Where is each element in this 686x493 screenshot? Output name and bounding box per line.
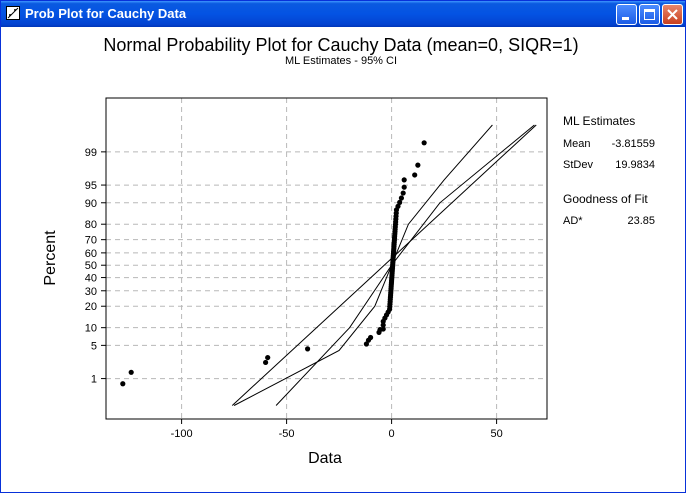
confidence-band	[231, 124, 537, 406]
stdev-label: StDev	[563, 159, 593, 171]
y-tick-label: 1	[91, 374, 97, 386]
title-bar[interactable]: Prob Plot for Cauchy Data	[1, 1, 685, 27]
ad-label: AD*	[563, 215, 583, 227]
stats-panel: ML Estimates Mean -3.81559 StDev 19.9834…	[563, 114, 655, 227]
y-tick-label: 40	[85, 273, 97, 285]
maximize-icon	[644, 9, 655, 20]
chart-subtitle: ML Estimates - 95% CI	[285, 55, 397, 67]
window-title: Prob Plot for Cauchy Data	[25, 6, 187, 21]
data-point	[263, 359, 269, 366]
ad-value: 23.85	[627, 215, 655, 227]
plot-frame	[105, 97, 548, 420]
grid-lines	[106, 98, 547, 419]
minimize-icon	[622, 17, 629, 20]
y-tick-label: 5	[91, 340, 97, 352]
mean-label: Mean	[563, 138, 591, 150]
x-tick-label: 50	[490, 428, 502, 440]
x-axis: -100 -50 0 50	[171, 419, 503, 440]
y-tick-label: 50	[85, 260, 97, 272]
y-tick-label: 30	[85, 286, 97, 298]
data-point	[401, 177, 407, 183]
ml-estimates-heading: ML Estimates	[563, 114, 635, 128]
data-point	[421, 140, 427, 146]
y-tick-label: 95	[85, 180, 97, 192]
mean-value: -3.81559	[612, 138, 655, 150]
data-point	[380, 326, 386, 332]
data-point	[265, 354, 271, 361]
probability-plot-icon[interactable]	[6, 6, 20, 20]
y-tick-label: 10	[85, 323, 97, 335]
stdev-value: 19.9834	[615, 159, 655, 171]
goodness-of-fit-heading: Goodness of Fit	[563, 192, 648, 206]
data-point	[398, 195, 405, 201]
y-tick-label: 80	[85, 219, 97, 231]
fit-line	[231, 124, 537, 406]
x-tick-label: 0	[389, 428, 395, 440]
chart-area: Normal Probability Plot for Cauchy Data …	[4, 27, 682, 490]
x-axis-label: Data	[308, 450, 342, 467]
data-point	[305, 346, 311, 352]
y-axis-label: Percent	[42, 230, 59, 286]
y-tick-label: 70	[85, 235, 97, 247]
x-tick-label: -50	[279, 428, 295, 440]
close-icon	[667, 9, 678, 20]
data-point	[128, 369, 134, 375]
ci-band-upper	[275, 124, 493, 406]
ci-band-lower	[233, 124, 535, 406]
y-tick-label: 60	[85, 248, 97, 260]
data-point	[401, 184, 407, 190]
chart-title: Normal Probability Plot for Cauchy Data …	[103, 35, 578, 55]
y-tick-label: 90	[85, 198, 97, 210]
close-button[interactable]	[662, 4, 683, 25]
y-tick-label: 20	[85, 301, 97, 313]
data-point	[397, 199, 403, 205]
data-point	[395, 203, 401, 209]
data-points	[120, 140, 427, 387]
data-point	[412, 172, 418, 178]
probability-plot: Normal Probability Plot for Cauchy Data …	[42, 35, 655, 467]
x-tick-label: -100	[171, 428, 193, 440]
data-point	[120, 381, 126, 387]
data-point	[368, 334, 374, 341]
y-tick-label: 99	[85, 147, 97, 159]
data-point	[363, 341, 369, 347]
maximize-button[interactable]	[639, 4, 660, 25]
data-point	[400, 190, 406, 196]
data-point	[415, 162, 421, 168]
minimize-button[interactable]	[616, 4, 637, 25]
data-point	[380, 322, 386, 328]
